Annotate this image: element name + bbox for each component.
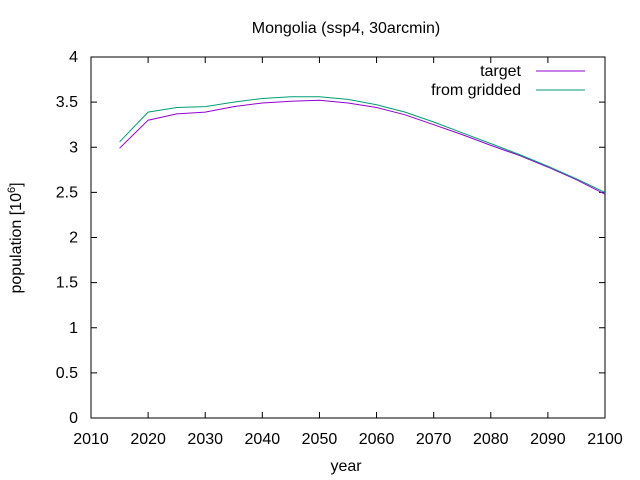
x-tick-label: 2080 bbox=[473, 431, 509, 448]
x-tick-label: 2010 bbox=[73, 431, 109, 448]
y-tick-label: 0.5 bbox=[56, 365, 78, 382]
legend-label-1: target bbox=[480, 63, 521, 80]
y-axis-label-exponent: 6 bbox=[6, 187, 18, 193]
x-tick-label: 2040 bbox=[245, 431, 281, 448]
x-axis-label: year bbox=[330, 458, 362, 475]
x-tick-label: 2090 bbox=[530, 431, 566, 448]
series-lines bbox=[119, 96, 606, 195]
series-line-2 bbox=[119, 96, 606, 193]
legend: target from gridded bbox=[431, 63, 585, 99]
plot-frame bbox=[90, 56, 606, 419]
y-tick-label: 2 bbox=[69, 230, 78, 247]
y-ticks: 0 0.5 1 1.5 2 2.5 3 3.5 4 bbox=[56, 49, 605, 427]
y-axis-label-main: population [10 bbox=[8, 193, 25, 294]
axes bbox=[90, 56, 606, 419]
y-tick-label: 4 bbox=[69, 49, 78, 66]
x-tick-label: 2050 bbox=[302, 431, 338, 448]
x-tick-label: 2070 bbox=[416, 431, 452, 448]
x-tick-label: 2100 bbox=[587, 431, 623, 448]
y-tick-label: 1 bbox=[69, 320, 78, 337]
x-ticks: 2010 2020 2030 2040 2050 2060 2070 2080 2090 2100 bbox=[73, 57, 623, 448]
y-axis-label: population [106] bbox=[6, 182, 25, 293]
series-line-1 bbox=[119, 99, 606, 195]
y-tick-label: 3.5 bbox=[56, 94, 78, 111]
legend-label-2: from gridded bbox=[431, 82, 521, 99]
x-tick-label: 2020 bbox=[130, 431, 166, 448]
y-tick-label: 2.5 bbox=[56, 184, 78, 201]
chart-title: Mongolia (ssp4, 30arcmin) bbox=[252, 20, 441, 37]
y-tick-label: 1.5 bbox=[56, 275, 78, 292]
y-tick-label: 0 bbox=[69, 410, 78, 427]
x-tick-label: 2060 bbox=[359, 431, 395, 448]
y-tick-label: 3 bbox=[69, 139, 78, 156]
y-axis-label-suffix: ] bbox=[8, 182, 25, 186]
x-tick-label: 2030 bbox=[187, 431, 223, 448]
